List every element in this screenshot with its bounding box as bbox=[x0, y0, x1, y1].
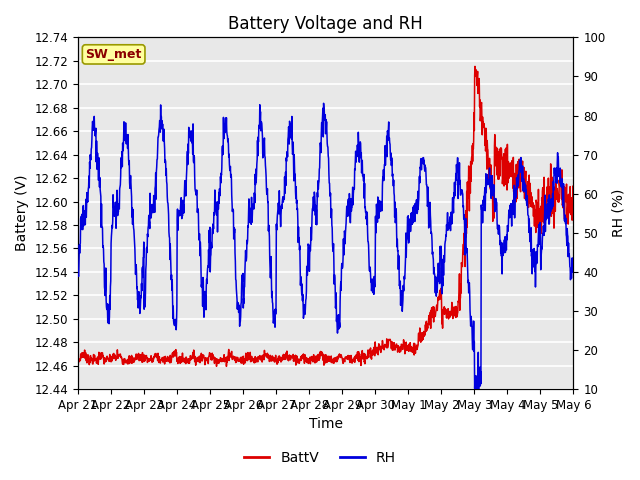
Text: SW_met: SW_met bbox=[86, 48, 142, 61]
Title: Battery Voltage and RH: Battery Voltage and RH bbox=[228, 15, 423, 33]
Legend: BattV, RH: BattV, RH bbox=[239, 445, 401, 471]
Y-axis label: RH (%): RH (%) bbox=[611, 189, 625, 238]
Y-axis label: Battery (V): Battery (V) bbox=[15, 175, 29, 252]
X-axis label: Time: Time bbox=[308, 418, 343, 432]
